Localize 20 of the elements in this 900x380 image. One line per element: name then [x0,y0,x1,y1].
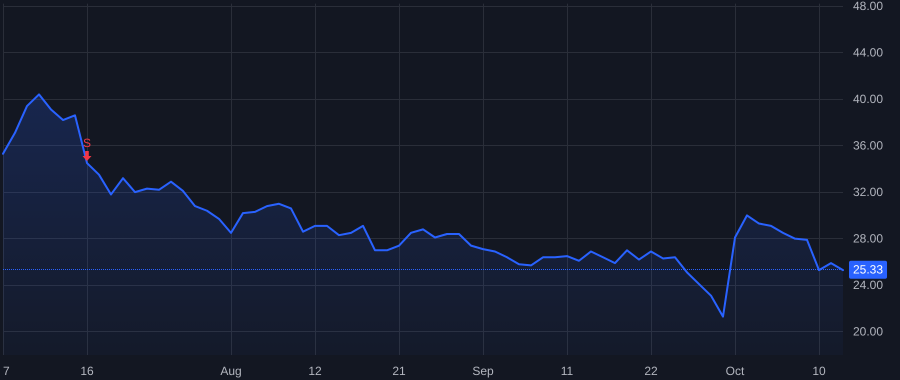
x-tick-label: 16 [80,364,94,378]
y-tick-label: 36.00 [853,138,884,153]
y-tick-label: 20.00 [853,324,884,339]
y-tick-label: 24.00 [853,278,884,292]
x-tick-label: 10 [812,364,826,378]
ref-line-label: 25.33 [853,262,884,277]
y-tick-label: 44.00 [853,46,884,60]
x-tick-label: 7 [3,364,10,378]
x-tick-label: 22 [644,364,658,378]
x-tick-label: 11 [560,364,574,378]
x-tick-label: Oct [726,364,745,378]
y-tick-label: 48.00 [853,0,884,13]
y-tick-label: 40.00 [853,92,884,106]
x-tick-label: Sep [472,364,494,378]
x-tick-label: 12 [308,364,322,378]
x-tick-label: 21 [392,364,406,378]
x-tick-label: Aug [220,364,242,378]
y-tick-label: 28.00 [853,232,884,246]
annotation: S [82,136,92,150]
y-tick-label: 32.00 [853,185,884,200]
